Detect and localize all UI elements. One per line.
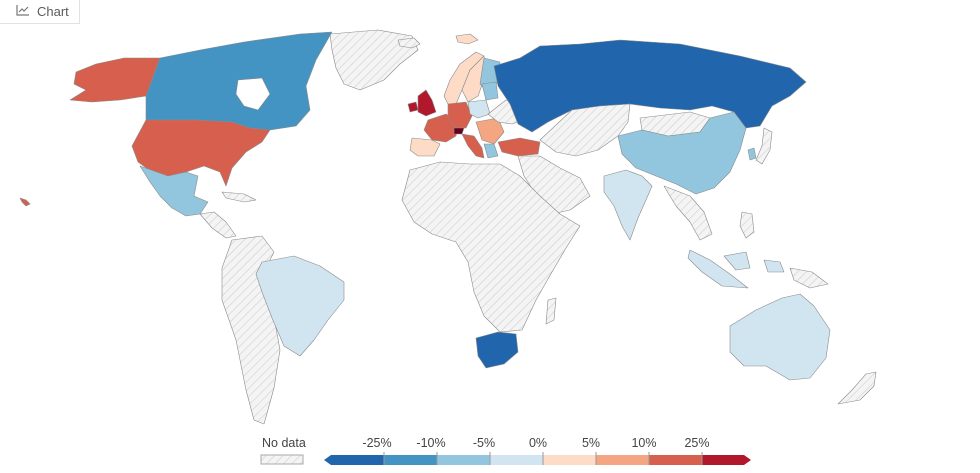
country-italy[interactable] bbox=[461, 133, 485, 159]
legend-label: -25% bbox=[362, 436, 392, 450]
legend-label: 0% bbox=[528, 436, 548, 450]
country-papua[interactable] bbox=[789, 267, 829, 289]
hudson-bay bbox=[235, 77, 271, 111]
country-germany[interactable] bbox=[447, 101, 473, 129]
country-turkey[interactable] bbox=[497, 137, 541, 157]
country-india[interactable] bbox=[603, 169, 653, 241]
legend-arrow-left bbox=[324, 455, 331, 465]
legend-label: 25% bbox=[684, 436, 710, 450]
legend-arrow-right bbox=[744, 455, 751, 465]
country-greenland[interactable] bbox=[329, 29, 419, 91]
tab-chart-label: Chart bbox=[37, 4, 69, 19]
country-japan[interactable] bbox=[755, 127, 773, 165]
legend-color-scale bbox=[324, 452, 751, 465]
legend-no-data-swatch bbox=[260, 454, 304, 465]
legend-swatch bbox=[702, 455, 744, 465]
tab-chart[interactable]: Chart bbox=[0, 0, 80, 24]
country-switzerland[interactable] bbox=[453, 127, 465, 135]
region-central-asia[interactable] bbox=[539, 103, 631, 157]
legend-label: -5% bbox=[472, 436, 496, 450]
country-uk[interactable] bbox=[417, 89, 437, 117]
country-usa-alaska[interactable] bbox=[69, 57, 161, 103]
legend-swatch bbox=[437, 455, 490, 465]
country-iceland[interactable] bbox=[397, 37, 421, 49]
legend-swatch bbox=[649, 455, 702, 465]
legend-label: 10% bbox=[631, 436, 657, 450]
country-poland[interactable] bbox=[467, 99, 491, 119]
legend-swatch bbox=[384, 455, 437, 465]
country-usa-hawaii[interactable] bbox=[19, 197, 31, 207]
country-ireland[interactable] bbox=[407, 101, 419, 113]
country-mexico[interactable] bbox=[139, 165, 209, 217]
legend-no-data-label: No data bbox=[262, 436, 306, 450]
country-south-africa[interactable] bbox=[475, 331, 519, 369]
legend-label: -10% bbox=[416, 436, 446, 450]
region-caribbean[interactable] bbox=[221, 191, 257, 203]
country-brazil[interactable] bbox=[255, 255, 345, 357]
legend-label: 5% bbox=[581, 436, 601, 450]
country-baltics[interactable] bbox=[481, 81, 499, 101]
country-china[interactable] bbox=[617, 111, 747, 195]
region-southeast-asia[interactable] bbox=[663, 185, 713, 241]
country-greece[interactable] bbox=[483, 143, 499, 159]
country-philippines[interactable] bbox=[739, 211, 755, 239]
country-south-korea[interactable] bbox=[747, 147, 757, 161]
region-central-america[interactable] bbox=[199, 211, 237, 239]
country-australia[interactable] bbox=[729, 293, 831, 381]
country-indonesia-east[interactable] bbox=[723, 251, 785, 273]
country-madagascar[interactable] bbox=[545, 297, 557, 325]
legend-swatch bbox=[331, 455, 384, 465]
legend-swatch bbox=[543, 455, 596, 465]
legend-swatch bbox=[490, 455, 543, 465]
region-africa[interactable] bbox=[401, 161, 581, 333]
legend-swatch bbox=[596, 455, 649, 465]
country-indonesia[interactable] bbox=[687, 249, 749, 289]
line-chart-icon bbox=[16, 3, 30, 21]
country-new-zealand[interactable] bbox=[837, 371, 877, 405]
country-svalbard[interactable] bbox=[455, 33, 479, 45]
region-south-america-west[interactable] bbox=[221, 235, 281, 425]
country-spain[interactable] bbox=[409, 137, 441, 157]
